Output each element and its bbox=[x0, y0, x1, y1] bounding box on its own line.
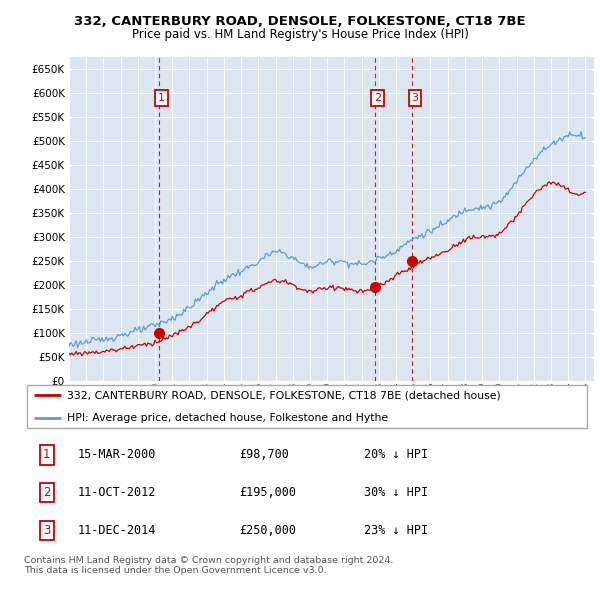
Text: £195,000: £195,000 bbox=[239, 486, 296, 499]
Text: 1: 1 bbox=[43, 448, 50, 461]
Text: 30% ↓ HPI: 30% ↓ HPI bbox=[364, 486, 428, 499]
Text: HPI: Average price, detached house, Folkestone and Hythe: HPI: Average price, detached house, Folk… bbox=[67, 412, 388, 422]
Text: 11-OCT-2012: 11-OCT-2012 bbox=[78, 486, 156, 499]
Text: 23% ↓ HPI: 23% ↓ HPI bbox=[364, 524, 428, 537]
Text: 3: 3 bbox=[412, 93, 418, 103]
Text: 1: 1 bbox=[158, 93, 165, 103]
Text: £250,000: £250,000 bbox=[239, 524, 296, 537]
Text: 332, CANTERBURY ROAD, DENSOLE, FOLKESTONE, CT18 7BE (detached house): 332, CANTERBURY ROAD, DENSOLE, FOLKESTON… bbox=[67, 391, 500, 401]
Text: 15-MAR-2000: 15-MAR-2000 bbox=[78, 448, 156, 461]
Text: 20% ↓ HPI: 20% ↓ HPI bbox=[364, 448, 428, 461]
FancyBboxPatch shape bbox=[27, 385, 587, 428]
Text: £98,700: £98,700 bbox=[239, 448, 289, 461]
Text: Contains HM Land Registry data © Crown copyright and database right 2024.
This d: Contains HM Land Registry data © Crown c… bbox=[24, 556, 394, 575]
Text: 2: 2 bbox=[43, 486, 50, 499]
Text: 332, CANTERBURY ROAD, DENSOLE, FOLKESTONE, CT18 7BE: 332, CANTERBURY ROAD, DENSOLE, FOLKESTON… bbox=[74, 15, 526, 28]
Text: 2: 2 bbox=[374, 93, 381, 103]
Text: 3: 3 bbox=[43, 524, 50, 537]
Text: 11-DEC-2014: 11-DEC-2014 bbox=[78, 524, 156, 537]
Text: Price paid vs. HM Land Registry's House Price Index (HPI): Price paid vs. HM Land Registry's House … bbox=[131, 28, 469, 41]
